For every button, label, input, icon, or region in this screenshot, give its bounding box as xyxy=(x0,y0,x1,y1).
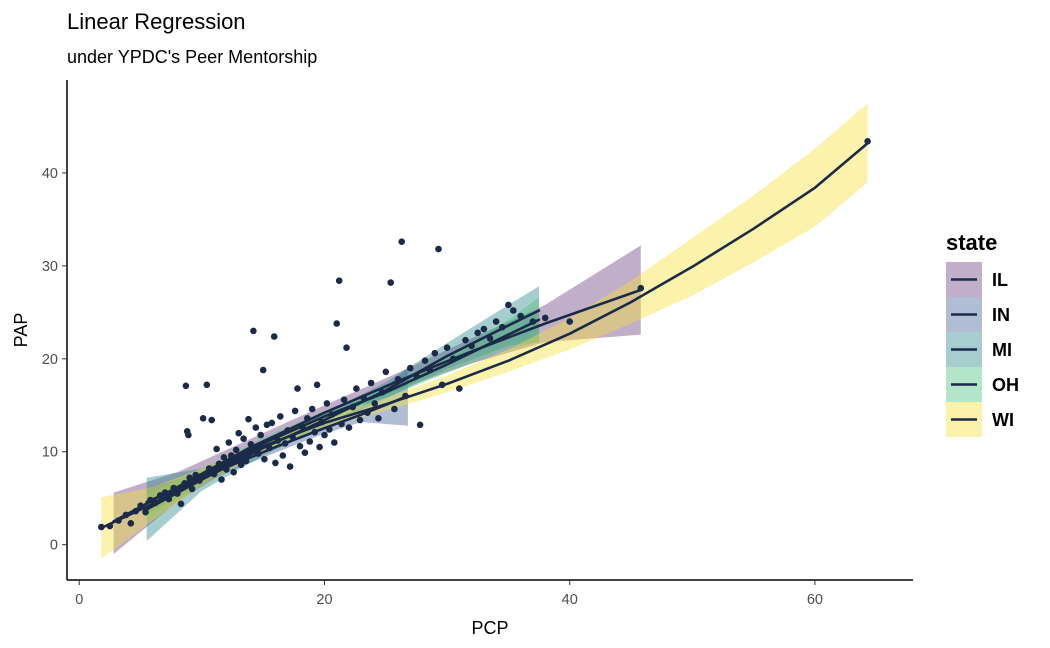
legend: state IL IN MI OH WI xyxy=(946,230,1019,437)
data-point xyxy=(308,405,316,413)
x-tick-label: 20 xyxy=(316,592,332,608)
line-il xyxy=(112,288,643,523)
data-point xyxy=(480,325,488,333)
data-point xyxy=(272,459,279,467)
data-point xyxy=(371,400,379,407)
data-point xyxy=(323,400,331,407)
data-point xyxy=(421,357,429,365)
legend-label-mi: MI xyxy=(992,340,1012,360)
data-point xyxy=(462,336,469,344)
legend-label-in: IN xyxy=(992,305,1010,325)
y-tick-label: 10 xyxy=(42,445,58,461)
data-point xyxy=(225,439,233,446)
data-point xyxy=(277,413,284,420)
data-point xyxy=(250,327,257,335)
data-point xyxy=(505,301,512,309)
data-point xyxy=(510,307,517,314)
band-mi xyxy=(146,286,539,541)
data-point xyxy=(185,431,192,439)
data-point xyxy=(367,379,375,387)
data-point xyxy=(387,279,395,286)
y-tick-label: 40 xyxy=(42,166,58,182)
data-point xyxy=(435,245,442,253)
data-point xyxy=(279,452,287,459)
band-il xyxy=(113,245,641,554)
data-point xyxy=(245,415,252,423)
data-point xyxy=(203,381,211,389)
data-point xyxy=(252,424,260,431)
chart-title: Linear Regression xyxy=(67,9,246,34)
data-point xyxy=(313,381,321,389)
data-point xyxy=(257,431,265,439)
x-axis-ticks: 0 20 40 60 xyxy=(75,580,823,608)
y-axis-ticks: 0 10 20 30 40 xyxy=(42,166,67,554)
data-point xyxy=(333,320,341,327)
y-tick-label: 0 xyxy=(50,538,58,554)
x-tick-label: 60 xyxy=(807,592,823,608)
data-point xyxy=(382,368,390,376)
data-point xyxy=(259,366,267,374)
data-point xyxy=(213,445,220,453)
data-point xyxy=(566,318,573,325)
data-point xyxy=(182,382,190,390)
legend-label-wi: WI xyxy=(992,410,1014,430)
data-point xyxy=(541,314,549,322)
chart-subtitle: under YPDC's Peer Mentorship xyxy=(67,47,317,67)
y-axis-label: PAP xyxy=(11,313,31,348)
data-point xyxy=(474,329,482,337)
data-point xyxy=(375,415,382,422)
data-point xyxy=(431,349,439,357)
data-point xyxy=(199,415,207,422)
data-point xyxy=(356,416,364,424)
data-point xyxy=(343,344,350,352)
data-point xyxy=(230,468,237,476)
y-tick-label: 20 xyxy=(42,352,58,368)
data-point xyxy=(286,463,294,470)
data-point xyxy=(407,364,414,372)
data-point xyxy=(208,416,215,424)
data-point xyxy=(291,407,299,415)
data-point xyxy=(492,318,500,325)
data-point xyxy=(127,520,135,527)
data-point xyxy=(340,396,348,404)
line-wi xyxy=(100,141,869,530)
data-point xyxy=(268,419,276,427)
data-point xyxy=(261,455,268,463)
legend-label-il: IL xyxy=(992,270,1008,290)
data-point xyxy=(391,405,398,413)
legend-label-oh: OH xyxy=(992,375,1019,395)
data-point xyxy=(240,435,247,443)
data-point xyxy=(301,449,309,457)
data-point xyxy=(220,454,228,461)
data-point xyxy=(177,500,185,508)
data-point xyxy=(218,476,225,483)
data-point xyxy=(416,421,424,429)
data-point xyxy=(294,385,301,392)
data-point xyxy=(306,438,314,445)
data-point xyxy=(331,439,338,446)
regression-lines xyxy=(100,141,869,530)
data-point xyxy=(345,424,353,431)
x-tick-label: 0 xyxy=(75,592,83,608)
data-point xyxy=(398,238,406,245)
legend-title: state xyxy=(946,230,997,255)
data-point xyxy=(321,431,328,439)
data-point xyxy=(456,385,463,392)
data-point xyxy=(235,429,242,437)
data-point xyxy=(335,277,343,285)
data-point xyxy=(270,333,278,340)
data-point xyxy=(316,443,323,451)
data-point xyxy=(296,442,304,450)
data-point xyxy=(232,446,240,454)
y-tick-label: 30 xyxy=(42,259,58,275)
data-point xyxy=(353,385,360,392)
x-axis-label: PCP xyxy=(471,618,508,638)
x-tick-label: 40 xyxy=(562,592,578,608)
data-point xyxy=(443,344,451,352)
